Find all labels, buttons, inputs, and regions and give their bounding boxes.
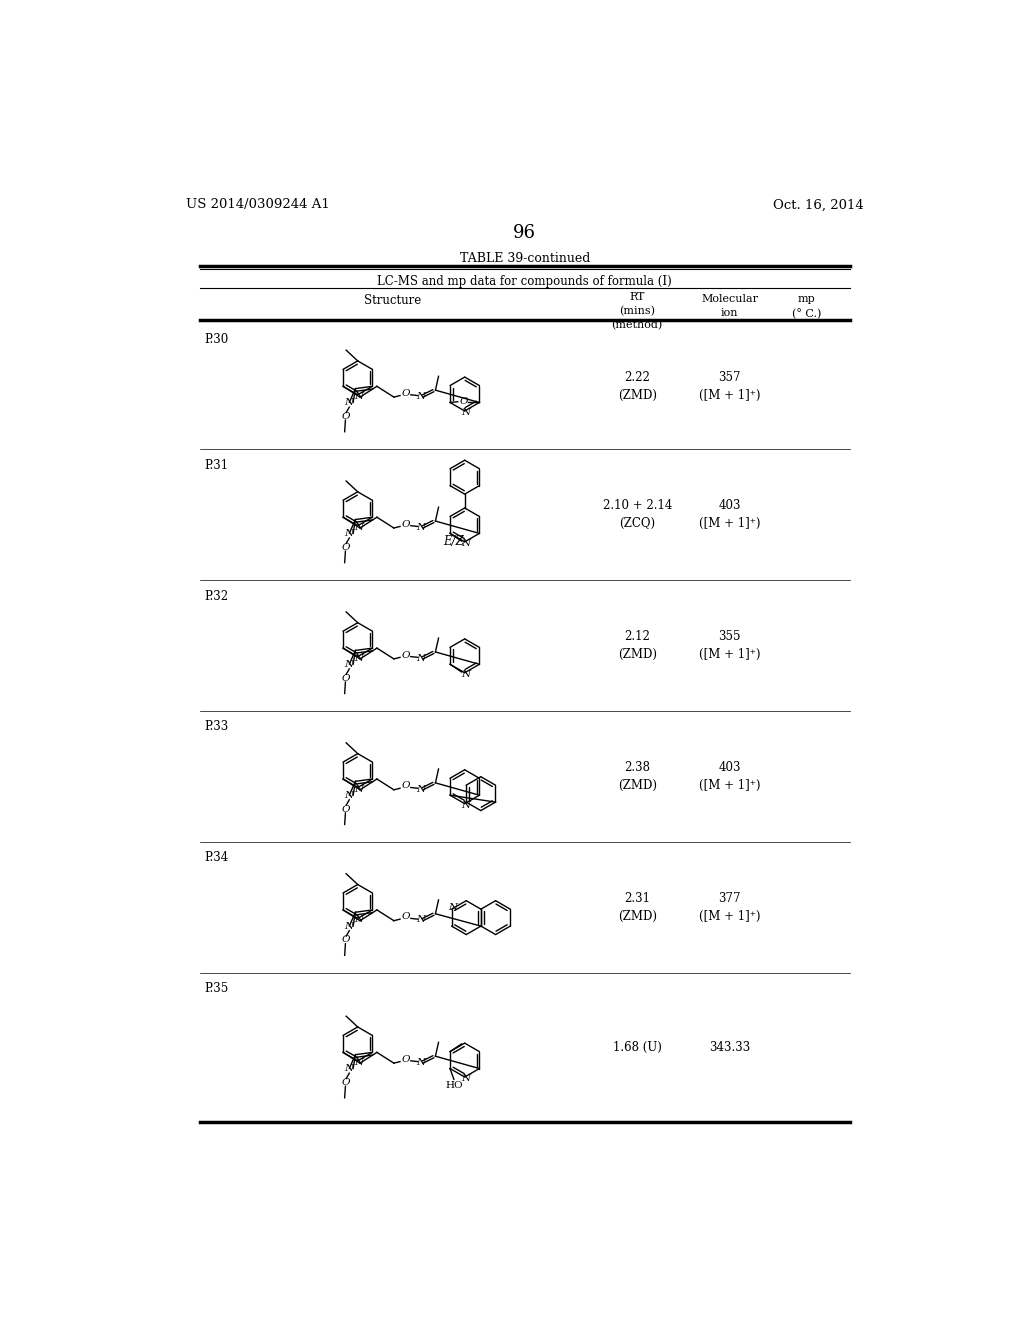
Text: N: N — [354, 916, 364, 924]
Text: N: N — [344, 1064, 353, 1073]
Text: 2.38
(ZMD): 2.38 (ZMD) — [617, 762, 656, 792]
Text: 2.10 + 2.14
(ZCQ): 2.10 + 2.14 (ZCQ) — [602, 499, 672, 531]
Text: O: O — [402, 1055, 411, 1064]
Text: O: O — [341, 936, 349, 944]
Text: N: N — [461, 408, 470, 417]
Text: N: N — [416, 784, 425, 793]
Text: O: O — [402, 520, 411, 528]
Text: N: N — [449, 903, 458, 912]
Text: N: N — [416, 523, 425, 532]
Text: N: N — [461, 669, 470, 678]
Text: 377
([M + 1]⁺): 377 ([M + 1]⁺) — [698, 892, 761, 923]
Text: Structure: Structure — [364, 294, 421, 308]
Text: 403
([M + 1]⁺): 403 ([M + 1]⁺) — [698, 499, 761, 531]
Text: RT
(mins)
(method): RT (mins) (method) — [611, 292, 663, 330]
Text: P.35: P.35 — [205, 982, 228, 995]
Text: N: N — [354, 784, 364, 793]
Text: N: N — [461, 1074, 470, 1082]
Text: N: N — [344, 791, 353, 800]
Text: O: O — [402, 781, 411, 791]
Text: N: N — [416, 1057, 425, 1067]
Text: Molecular
ion: Molecular ion — [701, 294, 758, 318]
Text: P.33: P.33 — [205, 721, 228, 734]
Text: O: O — [402, 651, 411, 660]
Text: N: N — [344, 529, 353, 537]
Text: N: N — [354, 653, 364, 663]
Text: O: O — [341, 805, 349, 813]
Text: N: N — [344, 660, 353, 669]
Text: P.31: P.31 — [205, 459, 228, 471]
Text: US 2014/0309244 A1: US 2014/0309244 A1 — [186, 198, 330, 211]
Text: P.32: P.32 — [205, 590, 228, 603]
Text: 2.31
(ZMD): 2.31 (ZMD) — [617, 892, 656, 923]
Text: 357
([M + 1]⁺): 357 ([M + 1]⁺) — [698, 371, 761, 403]
Text: HO: HO — [445, 1081, 463, 1090]
Text: 2.22
(ZMD): 2.22 (ZMD) — [617, 371, 656, 403]
Text: N: N — [461, 801, 470, 809]
Text: O: O — [402, 389, 411, 397]
Text: N: N — [416, 916, 425, 924]
Text: O: O — [341, 543, 349, 552]
Text: N: N — [344, 399, 353, 407]
Text: N: N — [416, 653, 425, 663]
Text: N: N — [416, 392, 425, 401]
Text: N: N — [354, 1057, 364, 1067]
Text: O: O — [341, 1078, 349, 1086]
Text: P.30: P.30 — [205, 333, 228, 346]
Text: 96: 96 — [513, 224, 537, 242]
Text: 355
([M + 1]⁺): 355 ([M + 1]⁺) — [698, 631, 761, 661]
Text: O: O — [341, 412, 349, 421]
Text: E/Z: E/Z — [443, 536, 464, 548]
Text: 403
([M + 1]⁺): 403 ([M + 1]⁺) — [698, 762, 761, 792]
Text: O: O — [460, 397, 468, 407]
Text: 1.68 (U): 1.68 (U) — [612, 1041, 662, 1055]
Text: mp
(° C.): mp (° C.) — [792, 294, 821, 319]
Text: TABLE 39-continued: TABLE 39-continued — [460, 252, 590, 265]
Text: N: N — [344, 921, 353, 931]
Text: N: N — [354, 392, 364, 401]
Text: Oct. 16, 2014: Oct. 16, 2014 — [773, 198, 863, 211]
Text: P.34: P.34 — [205, 851, 228, 865]
Text: N: N — [354, 523, 364, 532]
Text: LC-MS and mp data for compounds of formula (I): LC-MS and mp data for compounds of formu… — [378, 276, 672, 289]
Text: N: N — [461, 539, 470, 548]
Text: 343.33: 343.33 — [709, 1041, 751, 1055]
Text: O: O — [341, 673, 349, 682]
Text: 2.12
(ZMD): 2.12 (ZMD) — [617, 631, 656, 661]
Text: O: O — [402, 912, 411, 921]
